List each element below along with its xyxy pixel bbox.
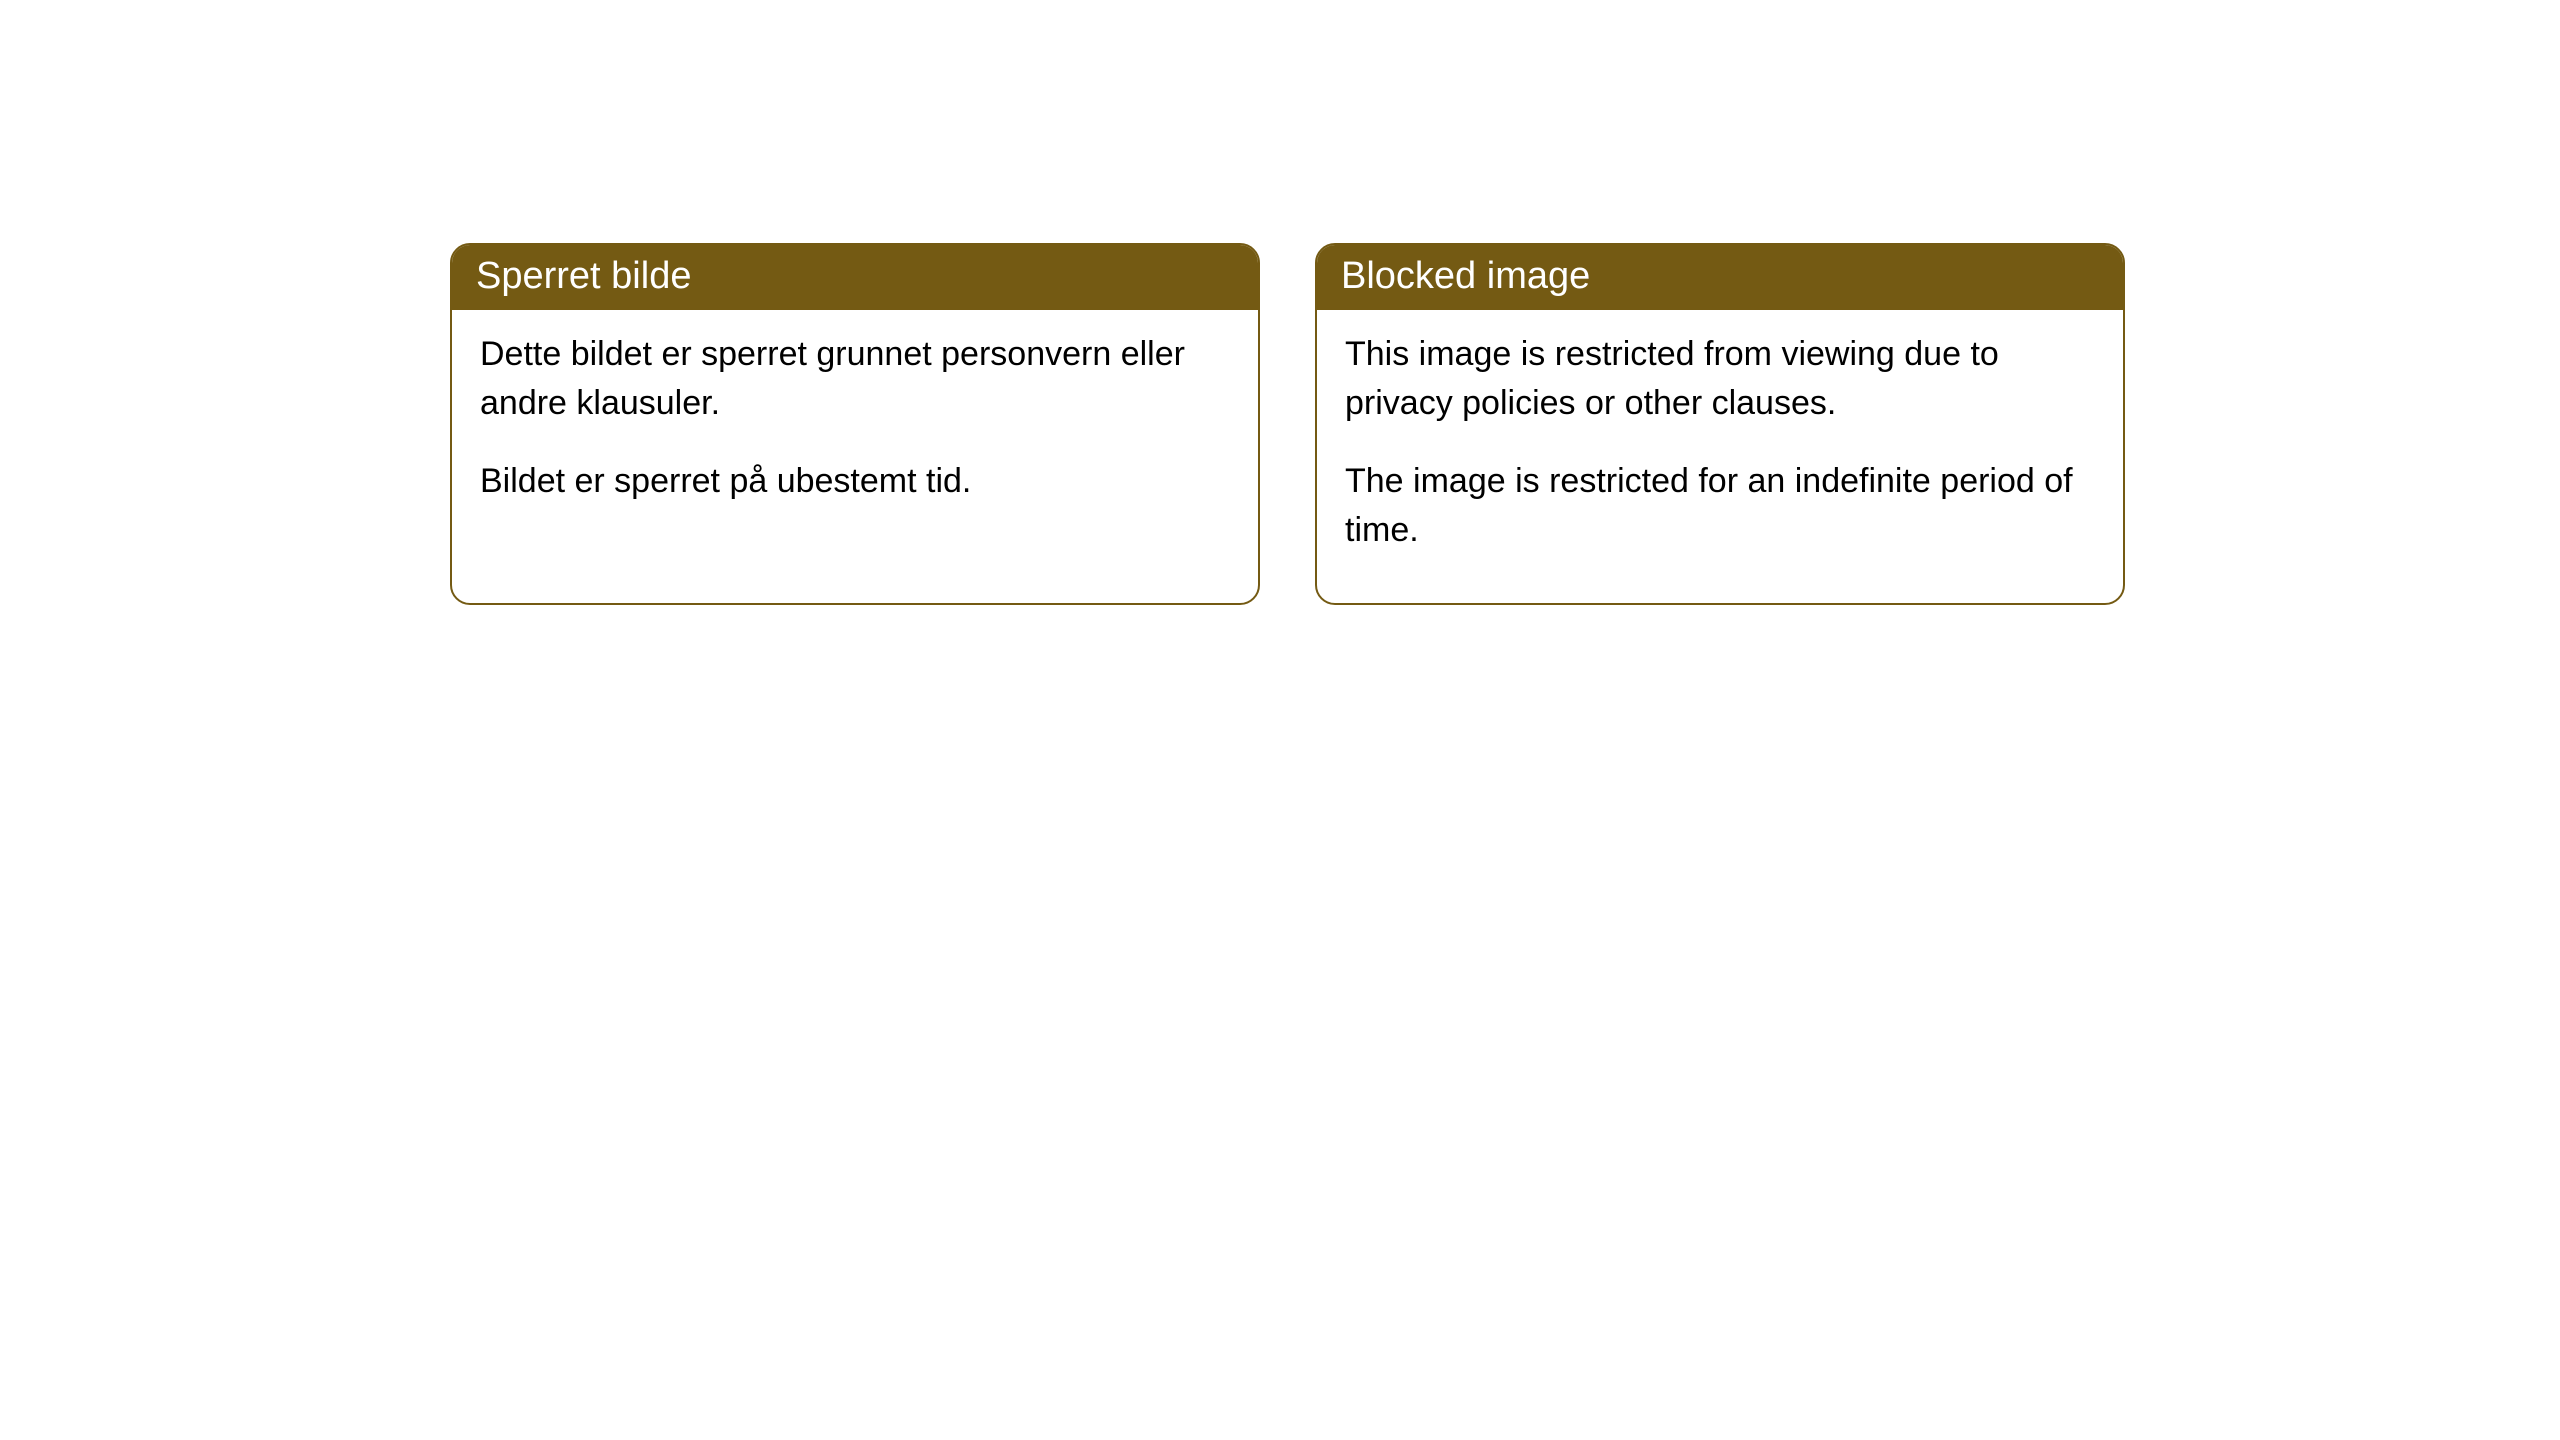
card-body-english: This image is restricted from viewing du… <box>1317 310 2123 603</box>
notice-cards-container: Sperret bilde Dette bildet er sperret gr… <box>450 243 2125 605</box>
card-paragraph-2-norwegian: Bildet er sperret på ubestemt tid. <box>480 457 1230 506</box>
blocked-image-card-english: Blocked image This image is restricted f… <box>1315 243 2125 605</box>
card-paragraph-1-norwegian: Dette bildet er sperret grunnet personve… <box>480 330 1230 429</box>
card-paragraph-1-english: This image is restricted from viewing du… <box>1345 330 2095 429</box>
card-title-english: Blocked image <box>1317 245 2123 310</box>
blocked-image-card-norwegian: Sperret bilde Dette bildet er sperret gr… <box>450 243 1260 605</box>
card-paragraph-2-english: The image is restricted for an indefinit… <box>1345 457 2095 556</box>
card-body-norwegian: Dette bildet er sperret grunnet personve… <box>452 310 1258 554</box>
card-title-norwegian: Sperret bilde <box>452 245 1258 310</box>
